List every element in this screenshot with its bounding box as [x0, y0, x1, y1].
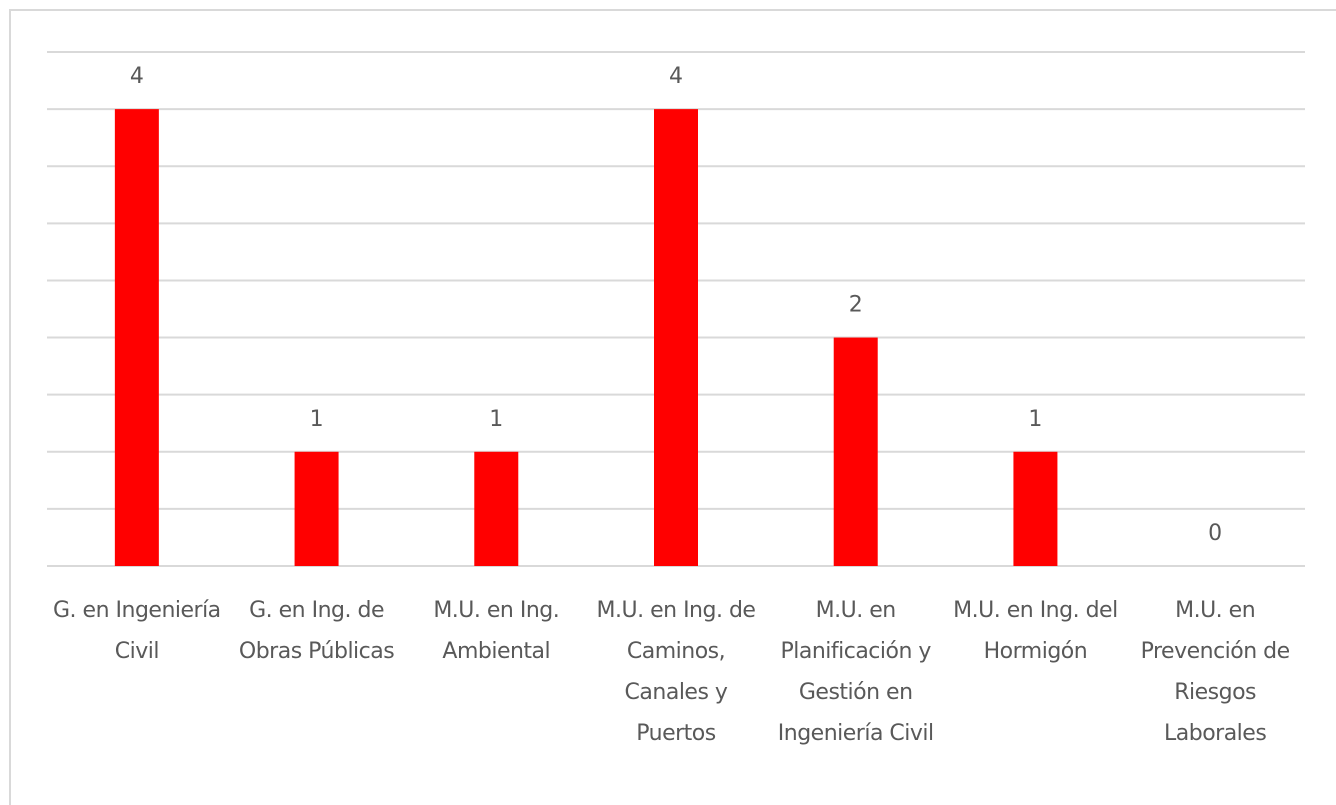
bar [474, 451, 519, 566]
x-tick-label: G. en Ing. de Obras Públicas [238, 598, 395, 664]
data-label: 0 [1208, 521, 1222, 546]
bar [654, 109, 698, 566]
x-tick-label: M.U. en Ing. de Caminos, Canales y Puert… [596, 598, 756, 746]
bar [833, 337, 878, 566]
x-tick-label: M.U. en Planificación y Gestión en Ingen… [777, 598, 934, 746]
bar [1013, 451, 1058, 566]
x-tick-label: M.U. en Ing. Ambiental [433, 598, 560, 664]
bar [294, 451, 339, 566]
data-label: 4 [669, 64, 683, 89]
x-tick-label: M.U. en Ing. del Hormigón [953, 598, 1118, 664]
data-label: 4 [130, 64, 144, 89]
data-label: 1 [489, 407, 503, 432]
bar [114, 109, 159, 566]
x-tick-label: G. en Ingeniería Civil [53, 598, 221, 664]
x-tick-label: M.U. en Prevención de Riesgos Laborales [1140, 598, 1291, 746]
data-label: 1 [1028, 407, 1042, 432]
data-label: 1 [310, 407, 324, 432]
data-label: 2 [849, 293, 863, 318]
